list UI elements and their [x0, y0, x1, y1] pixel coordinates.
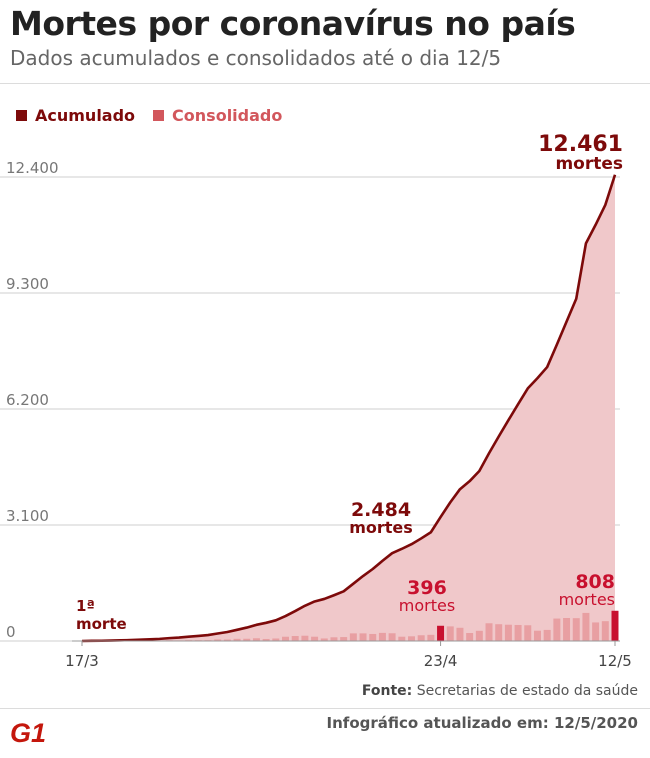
y-tick-labels: 0 3.100 6.200 9.300 12.400 [6, 159, 59, 641]
y-tick-label-4: 12.400 [6, 159, 59, 177]
page-title: Mortes por coronavírus no país [10, 4, 576, 43]
legend-item-consolidated: Consolidado [153, 106, 282, 125]
consolidated-bar-40 [466, 632, 474, 641]
consolidated-bar-49 [553, 618, 561, 641]
consolidated-bar-34 [408, 636, 415, 641]
source-label: Fonte: [361, 683, 413, 699]
legend-item-accumulated: Acumulado [16, 106, 135, 125]
consolidated-bar-30 [369, 633, 377, 641]
annotation-consolidated-808-unit: mortes [559, 590, 615, 609]
consolidated-bar-41 [475, 630, 483, 641]
g1-logo-text: G1 [10, 718, 46, 746]
annotation-consolidated-396-unit: mortes [399, 596, 455, 615]
consolidated-bar-18 [252, 638, 260, 641]
legend-swatch-accumulated [16, 110, 27, 121]
g1-logo: G1 [10, 718, 46, 746]
annotation-first-death-unit: morte [76, 615, 127, 633]
x-tick-label-2: 12/5 [598, 652, 632, 670]
consolidated-bar-20 [272, 638, 280, 641]
annotation-layer: 1ªmorte2.484mortes396mortes12.461mortes8… [76, 132, 623, 633]
consolidated-bar-50 [563, 617, 571, 641]
consolidated-bar-48 [543, 629, 551, 641]
consolidated-bar-54 [601, 621, 609, 641]
annotation-accumulated-2484-unit: mortes [349, 518, 413, 537]
consolidated-bar-28 [349, 633, 357, 641]
legend-label-accumulated: Acumulado [35, 106, 136, 125]
y-tick-label-3: 9.300 [6, 275, 49, 293]
consolidated-bar-27 [340, 637, 348, 641]
legend-label-consolidated: Consolidado [172, 106, 283, 125]
consolidated-bar-36 [427, 634, 435, 641]
consolidated-bar-52 [582, 612, 590, 641]
consolidated-bar-42 [485, 623, 493, 641]
annotation-consolidated-396-value: 396 [407, 577, 447, 599]
consolidated-bar-32 [388, 633, 396, 641]
annotation-accumulated-2484-value: 2.484 [351, 499, 411, 521]
consolidated-bar-55 [611, 610, 619, 641]
consolidated-bar-29 [359, 633, 367, 641]
consolidated-bar-23 [301, 635, 309, 641]
consolidated-bar-17 [243, 638, 251, 641]
y-tick-label-2: 6.200 [6, 391, 49, 409]
chart-legend: Acumulado Consolidado [16, 106, 300, 125]
header-divider [0, 83, 650, 84]
annotation-first-death-value: 1ª [76, 597, 95, 615]
consolidated-bar-37 [437, 625, 445, 641]
consolidated-bar-15 [223, 639, 231, 641]
page-subtitle: Dados acumulados e consolidados até o di… [10, 46, 502, 70]
accumulated-line [81, 174, 617, 643]
update-label: Infográfico atualizado em: [326, 714, 549, 732]
consolidated-bar-38 [446, 626, 454, 641]
consolidated-bar-46 [524, 625, 532, 641]
y-tick-label-1: 3.100 [6, 507, 49, 525]
legend-swatch-consolidated [153, 110, 165, 121]
line-layer [72, 174, 620, 643]
consolidated-bar-47 [533, 630, 541, 641]
source-value: Secretarias de estado da saúde [416, 683, 638, 699]
consolidated-bar-21 [282, 636, 289, 641]
area-layer [82, 174, 615, 641]
consolidated-bar-14 [214, 639, 222, 641]
bar-layer [88, 610, 619, 641]
consolidated-bar-33 [398, 636, 406, 641]
consolidated-bar-31 [378, 632, 386, 641]
consolidated-bar-16 [233, 638, 241, 641]
consolidated-bar-45 [514, 624, 522, 641]
consolidated-bar-43 [495, 624, 503, 641]
source-note: Fonte: Secretarias de estado da saúde [362, 683, 638, 699]
annotation-consolidated-808-value: 808 [575, 571, 615, 593]
consolidated-bar-19 [262, 638, 270, 641]
annotation-accumulated-12461-value: 12.461 [538, 132, 623, 157]
consolidated-bar-39 [456, 627, 464, 641]
update-note: Infográfico atualizado em: 12/5/2020 [327, 714, 638, 732]
consolidated-bar-51 [572, 618, 580, 641]
consolidated-bar-26 [330, 637, 338, 641]
consolidated-bar-25 [320, 638, 328, 641]
consolidated-bar-24 [311, 636, 319, 641]
x-tick-label-1: 23/4 [424, 652, 458, 670]
footer-divider [0, 708, 650, 709]
update-date: 12/5/2020 [553, 714, 638, 732]
x-tick-labels: 17/3 23/4 12/5 [65, 641, 632, 670]
y-tick-label-0: 0 [6, 623, 16, 641]
consolidated-bar-53 [592, 622, 600, 641]
accumulated-area [82, 174, 615, 641]
consolidated-bar-44 [504, 624, 512, 641]
consolidated-bar-22 [291, 636, 299, 641]
x-tick-label-0: 17/3 [65, 652, 99, 670]
consolidated-bar-35 [417, 635, 425, 641]
annotation-accumulated-12461-unit: mortes [555, 154, 623, 174]
